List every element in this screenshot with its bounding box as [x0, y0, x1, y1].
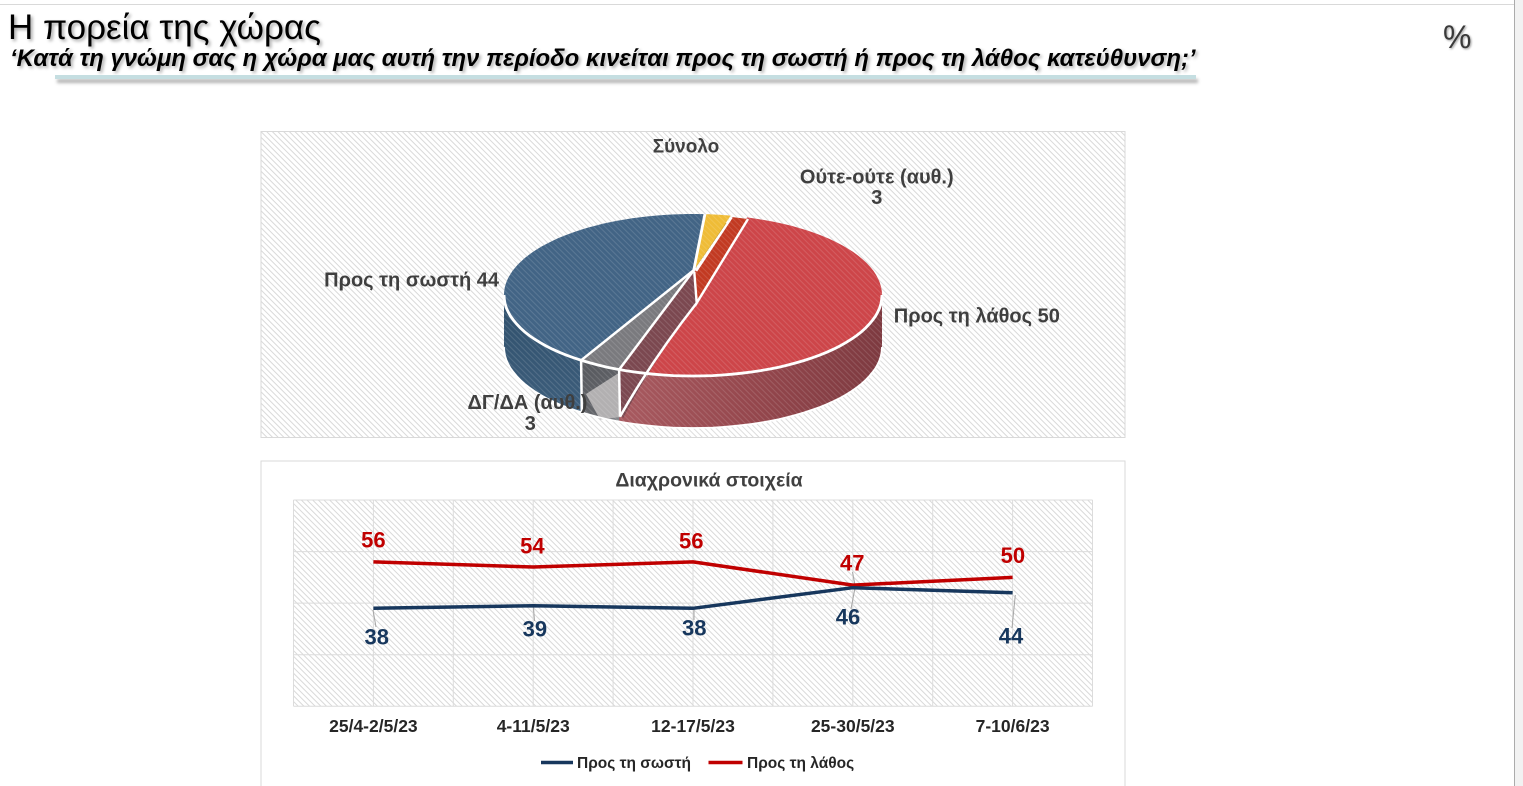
svg-text:46: 46	[836, 604, 860, 629]
svg-text:Ούτε-ούτε (αυθ.): Ούτε-ούτε (αυθ.)	[800, 166, 954, 188]
svg-text:3: 3	[525, 413, 536, 435]
svg-text:7-10/6/23: 7-10/6/23	[976, 716, 1050, 736]
svg-text:Προς τη σωστή: Προς τη σωστή	[577, 755, 691, 772]
svg-text:ΔΓ/ΔΑ (αυθ.): ΔΓ/ΔΑ (αυθ.)	[468, 392, 588, 414]
svg-text:Προς τη σωστή 44: Προς τη σωστή 44	[324, 269, 500, 291]
svg-text:54: 54	[520, 533, 545, 558]
svg-text:12-17/5/23: 12-17/5/23	[651, 716, 735, 736]
svg-text:Διαχρονικά στοιχεία: Διαχρονικά στοιχεία	[615, 470, 802, 492]
svg-text:Σύνολο: Σύνολο	[653, 137, 720, 158]
svg-text:38: 38	[682, 615, 706, 640]
svg-text:Προς τη λάθος 50: Προς τη λάθος 50	[894, 306, 1060, 328]
svg-text:50: 50	[1001, 543, 1025, 568]
svg-text:25-30/5/23: 25-30/5/23	[811, 716, 895, 736]
svg-text:47: 47	[840, 551, 864, 576]
svg-text:44: 44	[999, 623, 1024, 648]
svg-text:56: 56	[679, 529, 703, 554]
svg-text:56: 56	[361, 528, 385, 553]
svg-text:25/4-2/5/23: 25/4-2/5/23	[329, 716, 418, 736]
svg-text:Προς τη λάθος: Προς τη λάθος	[747, 755, 854, 772]
svg-text:39: 39	[523, 616, 547, 641]
svg-text:38: 38	[365, 625, 389, 650]
svg-text:3: 3	[871, 187, 882, 209]
svg-text:4-11/5/23: 4-11/5/23	[497, 716, 570, 736]
